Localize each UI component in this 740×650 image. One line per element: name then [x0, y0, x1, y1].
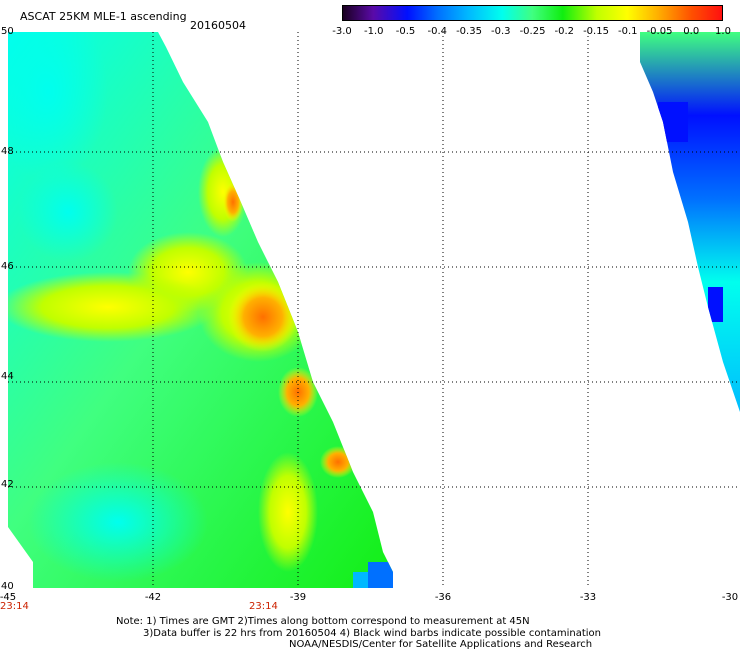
- note-line-1: Note: 1) Times are GMT 2)Times along bot…: [116, 616, 530, 627]
- colorbar-tick-label: -0.5: [395, 26, 416, 37]
- x-label-4: -36: [434, 592, 452, 603]
- colorbar-tick-label: -0.15: [583, 26, 609, 37]
- y-label-42: 42: [1, 479, 14, 490]
- colorbar-tick-label: 1.0: [715, 26, 731, 37]
- map-title: ASCAT 25KM MLE-1 ascending: [20, 10, 187, 23]
- colorbar-tick-label: -0.4: [427, 26, 448, 37]
- colorbar-tick-label: -0.25: [519, 26, 546, 37]
- colorbar: [342, 5, 723, 21]
- swath-map: [8, 32, 740, 588]
- x-label-6: -30: [721, 592, 739, 603]
- east-swath: [640, 32, 740, 412]
- colorbar-tick-label: -0.1: [617, 26, 638, 37]
- colorbar-tick-label: -3.0: [332, 26, 352, 37]
- x-label-1: -45: [0, 592, 17, 603]
- y-label-48: 48: [1, 146, 14, 157]
- colorbar-tick-label: -0.2: [554, 26, 575, 37]
- time-label-2: 23:14: [249, 601, 278, 612]
- colorbar-tick-label: -0.35: [456, 26, 482, 37]
- y-label-50: 50: [1, 26, 14, 37]
- colorbar-tick-label: -1.0: [363, 26, 384, 37]
- note-line-2: 3)Data buffer is 22 hrs from 20160504 4)…: [143, 628, 601, 639]
- y-label-40: 40: [1, 581, 14, 592]
- x-label-2: -42: [144, 592, 162, 603]
- map-date: 20160504: [190, 19, 246, 32]
- y-label-46: 46: [1, 261, 14, 272]
- note-line-3: NOAA/NESDIS/Center for Satellite Applica…: [289, 639, 593, 650]
- colorbar-tick-label: -0.05: [646, 26, 673, 37]
- grid-lines: [8, 32, 740, 588]
- time-label-1: 23:14: [0, 601, 29, 612]
- y-label-44: 44: [1, 371, 14, 382]
- x-label-3: -39: [289, 592, 307, 603]
- colorbar-tick-label: -0.3: [490, 26, 511, 37]
- west-swath: [8, 32, 393, 588]
- colorbar-tick-label: 0.0: [683, 26, 700, 37]
- x-label-5: -33: [579, 592, 597, 603]
